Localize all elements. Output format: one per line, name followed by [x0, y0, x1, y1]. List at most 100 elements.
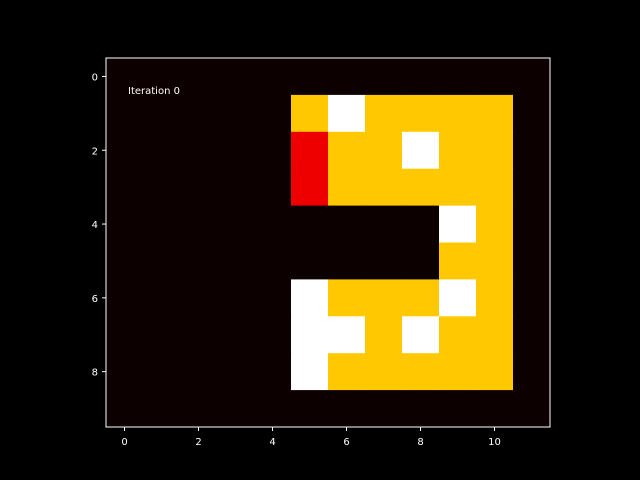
- heatmap-cell: [439, 279, 477, 317]
- heatmap-cell: [254, 353, 292, 391]
- heatmap-cell: [106, 390, 144, 428]
- heatmap-cell: [254, 94, 292, 133]
- heatmap-cell: [513, 94, 551, 133]
- y-tick-label: 8: [92, 368, 98, 379]
- heatmap-cell: [439, 131, 477, 170]
- heatmap-cell: [254, 205, 292, 244]
- heatmap-cell: [143, 353, 181, 391]
- heatmap-cell: [180, 353, 218, 391]
- heatmap-cell: [402, 316, 440, 354]
- heatmap-cell: [291, 316, 329, 354]
- heatmap-cell: [143, 168, 181, 207]
- heatmap-cell: [143, 94, 181, 133]
- heatmap-cell: [217, 390, 255, 428]
- heatmap-cell: [328, 94, 366, 133]
- y-tick-label: 4: [92, 220, 98, 231]
- heatmap-cell: [254, 58, 292, 96]
- heatmap-cell: [513, 205, 551, 244]
- axes-frame: [105, 57, 551, 428]
- heatmap-cell: [143, 242, 181, 280]
- heatmap-cell: [106, 353, 144, 391]
- heatmap-cell: [365, 58, 403, 96]
- heatmap-cell: [476, 168, 514, 207]
- heatmap-cell: [439, 94, 477, 133]
- heatmap-cell: [439, 390, 477, 428]
- heatmap-cell: [513, 353, 551, 391]
- heatmap-cell: [143, 390, 181, 428]
- heatmap-cell: [217, 131, 255, 170]
- heatmap-cell: [291, 131, 329, 170]
- heatmap-cell: [291, 353, 329, 391]
- heatmap-cell: [254, 316, 292, 354]
- heatmap-cell: [254, 131, 292, 170]
- heatmap-cell: [476, 353, 514, 391]
- y-axis-ticks: 0 2 4 6 8: [92, 72, 106, 379]
- heatmap-cell: [402, 390, 440, 428]
- x-tick-label: 2: [195, 437, 201, 448]
- heatmap-cell: [365, 279, 403, 317]
- heatmap-cell: [180, 242, 218, 280]
- heatmap-cell: [365, 94, 403, 133]
- heatmap-cell: [513, 242, 551, 280]
- heatmap-cell: [365, 390, 403, 428]
- heatmap-cell: [328, 242, 366, 280]
- heatmap-cell: [254, 279, 292, 317]
- x-tick-label: 10: [488, 437, 501, 448]
- heatmap-cell: [106, 131, 144, 170]
- x-axis-ticks: 0 2 4 6 8 10: [121, 427, 501, 448]
- heatmap-cell: [106, 168, 144, 207]
- heatmap-cell: [328, 279, 366, 317]
- heatmap-cell: [217, 168, 255, 207]
- heatmap-cell: [217, 205, 255, 244]
- heatmap-cell: [402, 131, 440, 170]
- heatmap-cell: [476, 205, 514, 244]
- heatmap-cell: [291, 168, 329, 207]
- x-tick-label: 4: [269, 437, 275, 448]
- y-tick-label: 2: [92, 146, 98, 157]
- heatmap-cell: [439, 205, 477, 244]
- heatmap-cell: [402, 205, 440, 244]
- heatmap-cell: [365, 353, 403, 391]
- heatmap-cell: [513, 316, 551, 354]
- heatmap-cell: [513, 168, 551, 207]
- heatmap-cell: [439, 353, 477, 391]
- heatmap-cell: [180, 279, 218, 317]
- x-tick-label: 0: [121, 437, 127, 448]
- heatmap-cell: [217, 94, 255, 133]
- heatmap-cell: [217, 353, 255, 391]
- heatmap-cell: [439, 168, 477, 207]
- heatmap-cell: [217, 58, 255, 96]
- heatmap-cell: [106, 279, 144, 317]
- heatmap-cell: [513, 131, 551, 170]
- heatmap-cell: [476, 58, 514, 96]
- heatmap-cell: [180, 131, 218, 170]
- heatmap-cell: [217, 279, 255, 317]
- heatmap-cell: [402, 279, 440, 317]
- heatmap-cell: [291, 94, 329, 133]
- heatmap-cell: [328, 205, 366, 244]
- heatmap-cell: [439, 316, 477, 354]
- heatmap-cell: [143, 131, 181, 170]
- heatmap-cell: [180, 94, 218, 133]
- heatmap-cell: [328, 390, 366, 428]
- heatmap-cell: [106, 58, 144, 96]
- heatmap-cell: [328, 58, 366, 96]
- heatmap-cell: [217, 316, 255, 354]
- heatmap-cell: [328, 353, 366, 391]
- heatmap-cell: [365, 168, 403, 207]
- heatmap-cell: [328, 131, 366, 170]
- heatmap-cell: [365, 205, 403, 244]
- heatmap-cell: [476, 279, 514, 317]
- heatmap-cell: [476, 131, 514, 170]
- heatmap-cell: [217, 242, 255, 280]
- heatmap-cell: [328, 316, 366, 354]
- x-tick-label: 8: [417, 437, 423, 448]
- heatmap-cell: [402, 353, 440, 391]
- heatmap-cell: [143, 316, 181, 354]
- heatmap-cell: [402, 94, 440, 133]
- heatmap-cell: [476, 242, 514, 280]
- heatmap-cell: [143, 205, 181, 244]
- heatmap-cell: [180, 390, 218, 428]
- heatmap-cell: [291, 58, 329, 96]
